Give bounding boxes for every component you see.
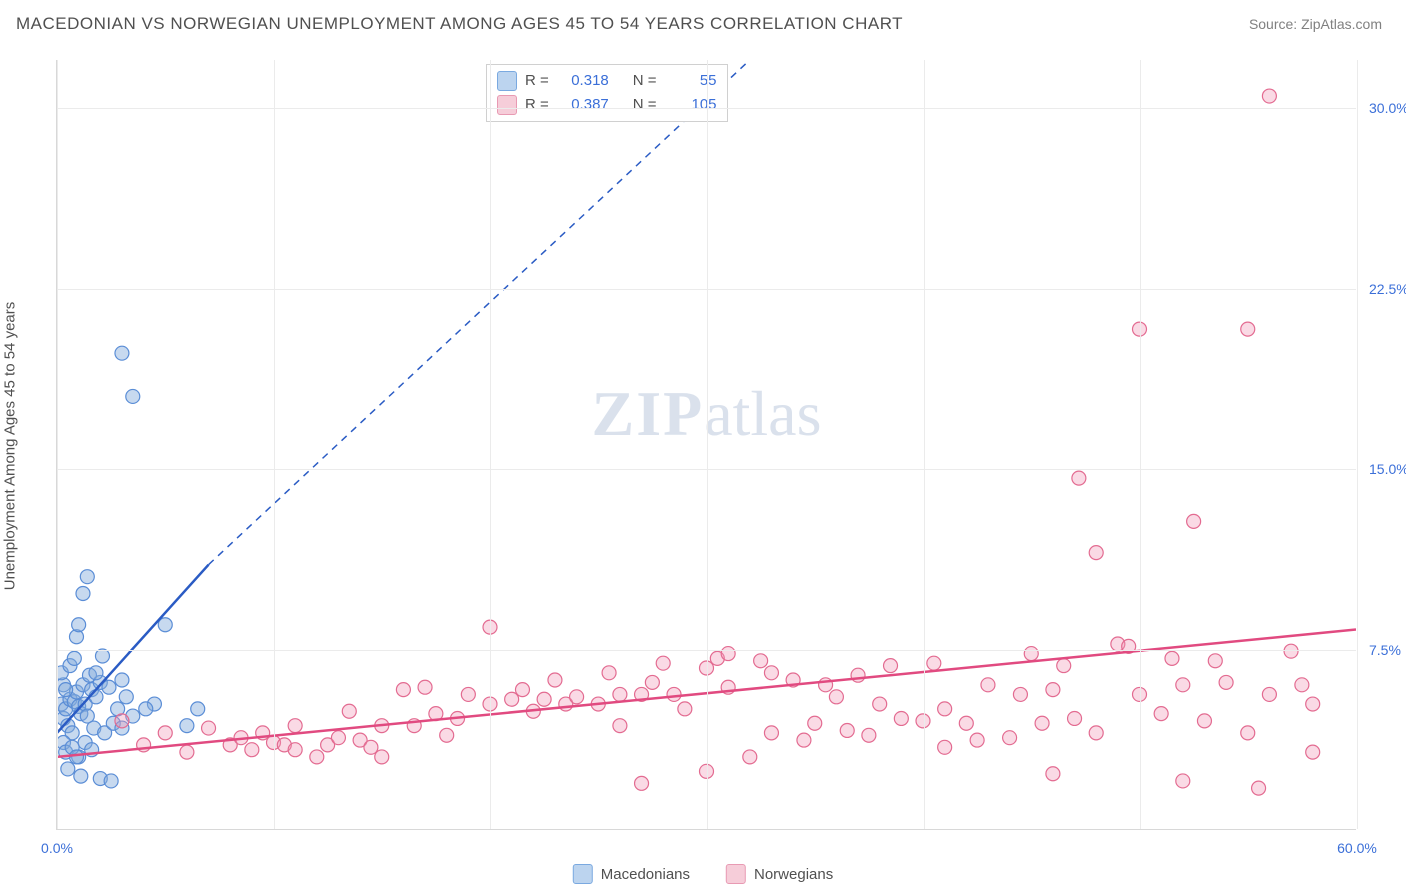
r-label: R = <box>525 96 549 113</box>
legend-swatch-1 <box>497 95 517 115</box>
r-value: 0.318 <box>557 72 609 89</box>
series-legend: Macedonians Norwegians <box>573 864 833 884</box>
legend-item: Norwegians <box>726 864 833 884</box>
title-bar: MACEDONIAN VS NORWEGIAN UNEMPLOYMENT AMO… <box>0 0 1406 48</box>
legend-item: Macedonians <box>573 864 690 884</box>
x-tick-label: 0.0% <box>41 840 73 856</box>
correlation-legend: R = 0.318 N = 55 R = 0.387 N = 105 <box>486 64 728 122</box>
legend-swatch-icon <box>573 864 593 884</box>
source-attribution: Source: ZipAtlas.com <box>1249 16 1382 32</box>
legend-label: Macedonians <box>601 866 690 883</box>
r-value: 0.387 <box>557 96 609 113</box>
x-tick-label: 60.0% <box>1337 840 1377 856</box>
chart-title: MACEDONIAN VS NORWEGIAN UNEMPLOYMENT AMO… <box>16 14 903 34</box>
y-tick-label: 7.5% <box>1369 642 1401 658</box>
y-tick-label: 30.0% <box>1369 100 1406 116</box>
legend-row: R = 0.318 N = 55 <box>497 69 717 93</box>
y-tick-label: 15.0% <box>1369 461 1406 477</box>
y-axis-label: Unemployment Among Ages 45 to 54 years <box>2 302 19 591</box>
legend-row: R = 0.387 N = 105 <box>497 93 717 117</box>
n-label: N = <box>633 96 657 113</box>
legend-label: Norwegians <box>754 866 833 883</box>
r-label: R = <box>525 72 549 89</box>
plot-area: ZIPatlas R = 0.318 N = 55 R = 0.387 N = … <box>56 60 1356 830</box>
n-label: N = <box>633 72 657 89</box>
chart-container: MACEDONIAN VS NORWEGIAN UNEMPLOYMENT AMO… <box>0 0 1406 892</box>
n-value: 105 <box>665 96 717 113</box>
legend-swatch-icon <box>726 864 746 884</box>
n-value: 55 <box>665 72 717 89</box>
y-tick-label: 22.5% <box>1369 281 1406 297</box>
legend-swatch-0 <box>497 71 517 91</box>
